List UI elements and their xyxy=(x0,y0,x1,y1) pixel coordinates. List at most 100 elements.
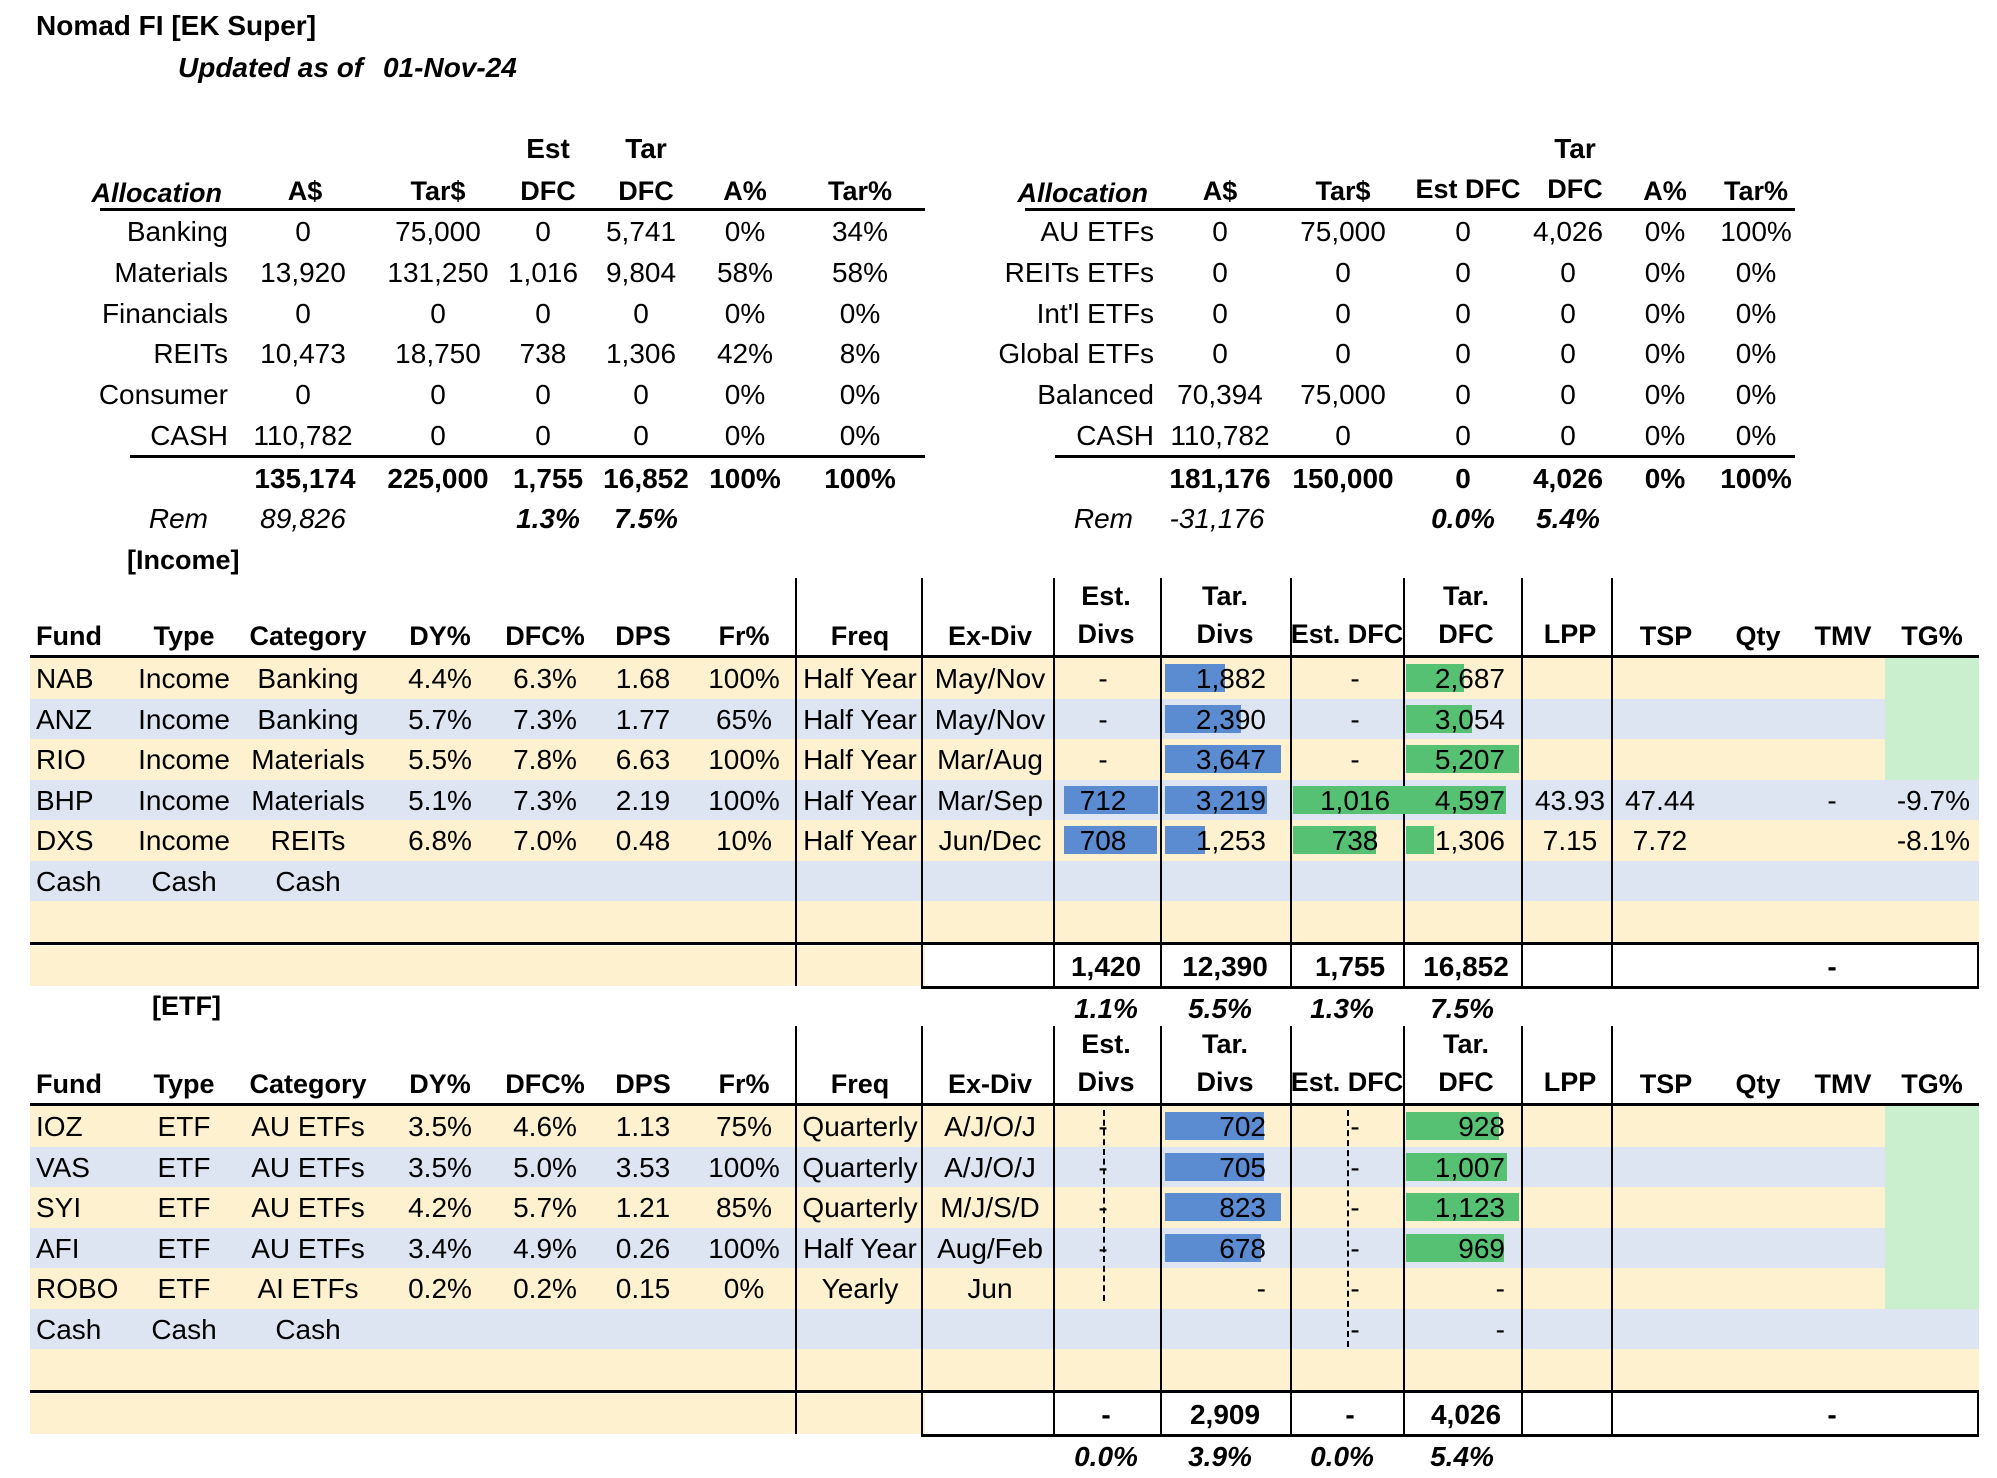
income-row-band xyxy=(30,698,1979,739)
income-cell-est_dfc: 738 xyxy=(1331,825,1379,856)
etf-header-qty: Qty xyxy=(1735,1069,1781,1099)
income-cell-fr: 10% xyxy=(715,825,773,856)
etf-total-left-edge xyxy=(921,1393,923,1434)
income-header-tg: TG% xyxy=(1901,621,1963,651)
etf-header-rule xyxy=(30,1103,1979,1106)
etf-cell-dfc: 0.2% xyxy=(513,1273,577,1304)
alloc2-a-header: A$ xyxy=(1202,176,1238,206)
income-header-lpp: LPP xyxy=(1543,619,1597,649)
alloc2-tar-header: Tar$ xyxy=(1315,176,1371,206)
income-cell-tar_dfc: 3,054 xyxy=(1434,703,1505,735)
income-cell-tg: -9.7% xyxy=(1896,784,1970,816)
etf-cell-fund: SYI xyxy=(36,1192,82,1223)
alloc1-row-est: 0 xyxy=(535,420,551,451)
income-header-fr: Fr% xyxy=(718,621,770,651)
alloc1-row-tdfc: 9,804 xyxy=(605,256,677,288)
alloc2-tarpct-header: Tar% xyxy=(1723,176,1789,206)
income-cell-fund: BHP xyxy=(36,784,94,816)
alloc1-est-top: Est xyxy=(526,133,570,164)
etf-header-est_divs_bot: Divs xyxy=(1077,1067,1135,1097)
etf-cell-dps: 1.13 xyxy=(615,1111,671,1142)
alloc1-row-tp: 0% xyxy=(839,379,881,411)
income-header-tar_dfc_top: Tar. xyxy=(1442,581,1490,611)
income-cell-est_dfc: 1,016 xyxy=(1319,784,1391,816)
etf-cell-fr: 85% xyxy=(715,1192,773,1223)
income-cell-dy: 5.1% xyxy=(408,784,472,816)
income-tar-dfc-bar xyxy=(1406,704,1472,733)
etf-header-tmv: TMV xyxy=(1814,1069,1872,1099)
income-right-edge xyxy=(1977,941,1979,989)
alloc1-a-header: A$ xyxy=(287,176,323,206)
etf-cell-category: AU ETFs xyxy=(251,1151,365,1183)
income-header-exdiv: Ex-Div xyxy=(947,621,1033,651)
income-cell-dy: 6.8% xyxy=(408,825,472,856)
income-header-est_dfc: Est. DFC xyxy=(1290,619,1404,649)
etf-cell-tar_dfc: 1,123 xyxy=(1434,1192,1505,1223)
alloc1-row-ap: 0% xyxy=(724,297,766,329)
etf-header-tar_dfc_bot: DFC xyxy=(1438,1067,1494,1097)
alloc1-total-tar: 225,000 xyxy=(387,463,489,494)
income-cell-fr: 100% xyxy=(708,744,780,775)
etf-total-tar_divs: 2,909 xyxy=(1189,1398,1261,1430)
etf-header-tg: TG% xyxy=(1901,1069,1963,1099)
alloc1-row-name: Consumer xyxy=(98,379,228,411)
income-col-divider xyxy=(921,578,923,986)
income-row-band xyxy=(30,658,1979,699)
etf-header-category: Category xyxy=(249,1069,367,1099)
income-cell-exdiv: Mar/Aug xyxy=(937,744,1043,775)
alloc1-row-a: 110,782 xyxy=(253,420,353,451)
alloc1-row-tp: 58% xyxy=(831,256,889,288)
alloc2-row-est: 0 xyxy=(1455,338,1471,370)
income-cell-tar_divs: 3,219 xyxy=(1195,784,1266,816)
etf-cell-est_dfc: - xyxy=(1350,1313,1360,1345)
etf-cell-fund: ROBO xyxy=(36,1273,119,1304)
alloc1-row-a: 10,473 xyxy=(260,338,346,370)
income-cell-dps: 1.77 xyxy=(615,703,671,735)
etf-cell-exdiv: A/J/O/J xyxy=(944,1111,1036,1142)
etf-cell-tar_dfc: 969 xyxy=(1458,1232,1505,1264)
etf-cell-tar_divs: - xyxy=(1256,1273,1266,1304)
alloc2-row-tdfc: 0 xyxy=(1560,379,1576,411)
income-cell-est_divs: - xyxy=(1098,744,1108,775)
income-cell-fund: DXS xyxy=(36,825,94,856)
alloc2-row-tdfc: 0 xyxy=(1560,297,1576,329)
alloc1-row-tar: 0 xyxy=(430,379,446,411)
etf-cell-dfc: 4.9% xyxy=(513,1232,577,1264)
etf-cell-est_dfc: - xyxy=(1350,1273,1360,1304)
etf-cell-dps: 0.26 xyxy=(615,1232,671,1264)
alloc2-row-ap: 0% xyxy=(1644,338,1686,370)
alloc1-tdfc-header: DFC xyxy=(618,176,674,206)
income-est-dfc-bar xyxy=(1293,826,1376,854)
alloc2-row-ap: 0% xyxy=(1644,379,1686,411)
income-tg-highlight xyxy=(1885,658,1979,780)
income-cell-est_divs: - xyxy=(1098,703,1108,735)
income-cell-exdiv: May/Nov xyxy=(934,703,1046,735)
alloc1-row-ap: 58% xyxy=(716,256,774,288)
etf-cell-fr: 100% xyxy=(708,1151,780,1183)
income-total-left-edge xyxy=(921,945,923,986)
alloc1-row-tp: 0% xyxy=(839,297,881,329)
alloc1-row-tp: 34% xyxy=(831,216,889,247)
alloc2-row-name: Balanced xyxy=(1037,379,1154,411)
etf-cell-type: ETF xyxy=(157,1273,211,1304)
alloc2-row-a: 70,394 xyxy=(1177,379,1263,411)
alloc1-row-est: 738 xyxy=(519,338,567,370)
etf-tar-dfc-bar xyxy=(1406,1112,1499,1140)
alloc2-row-tar: 75,000 xyxy=(1300,379,1386,411)
income-tar-divs-bar xyxy=(1165,704,1241,733)
alloc1-row-tdfc: 5,741 xyxy=(605,216,677,247)
alloc1-row-tdfc: 1,306 xyxy=(605,338,677,370)
alloc2-row-est: 0 xyxy=(1455,297,1471,329)
etf-cell-fr: 75% xyxy=(715,1111,773,1142)
income-col-divider xyxy=(1160,578,1162,986)
alloc2-estdfc-header: Est DFC xyxy=(1415,174,1521,204)
alloc2-rem-label: Rem xyxy=(1073,503,1133,534)
income-cell-category: REITs xyxy=(270,825,346,856)
income-cell-category: Materials xyxy=(251,744,365,775)
alloc1-row-tp: 8% xyxy=(839,338,881,370)
etf-header-exdiv: Ex-Div xyxy=(947,1069,1033,1099)
etf-total-est_divs: - xyxy=(1101,1398,1111,1430)
income-cell-category: Banking xyxy=(257,663,359,694)
etf-pct-est_dfc: 0.0% xyxy=(1310,1441,1374,1472)
etf-total-band xyxy=(30,1393,925,1434)
